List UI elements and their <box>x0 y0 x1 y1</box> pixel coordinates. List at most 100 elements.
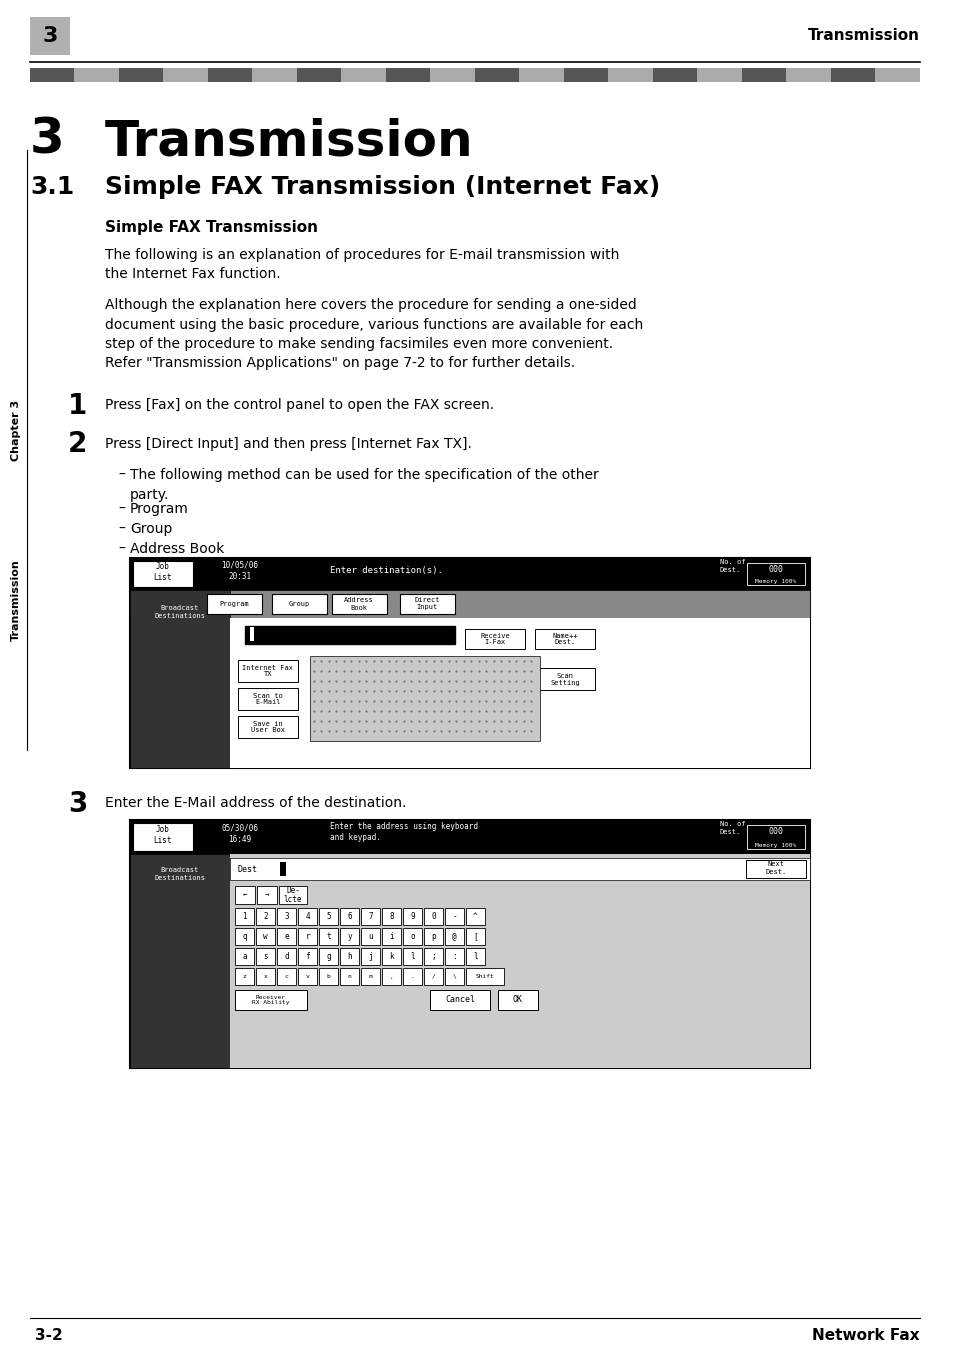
Bar <box>497 990 537 1010</box>
Bar <box>30 68 74 82</box>
Text: Name++
Dest.: Name++ Dest. <box>552 633 578 645</box>
Bar <box>234 990 307 1010</box>
Text: Press [Fax] on the control panel to open the FAX screen.: Press [Fax] on the control panel to open… <box>105 397 494 412</box>
Bar <box>608 68 652 82</box>
Text: z: z <box>242 973 246 979</box>
Text: w: w <box>263 932 268 941</box>
Bar <box>230 618 809 768</box>
Text: Program: Program <box>130 502 189 516</box>
Bar <box>741 68 785 82</box>
Text: 3: 3 <box>68 790 88 818</box>
Text: De-
lcte: De- lcte <box>283 886 302 904</box>
Bar <box>746 825 804 849</box>
Bar <box>785 68 830 82</box>
Bar <box>272 594 327 614</box>
Bar <box>280 863 286 876</box>
Text: OK: OK <box>513 995 522 1005</box>
Text: i: i <box>389 932 394 941</box>
Bar <box>339 948 358 965</box>
Bar <box>360 909 379 925</box>
Text: 0: 0 <box>431 913 436 921</box>
Bar <box>310 656 539 741</box>
Text: Receiver
RX Ability: Receiver RX Ability <box>252 995 290 1006</box>
Bar <box>74 68 119 82</box>
Bar <box>381 927 400 945</box>
Bar <box>132 561 193 587</box>
Text: ,: , <box>389 973 393 979</box>
Text: 05/30/06
16:49: 05/30/06 16:49 <box>221 823 258 844</box>
Text: Internet Fax
TX: Internet Fax TX <box>242 664 294 677</box>
Text: @: @ <box>452 932 456 941</box>
Text: 7: 7 <box>368 913 373 921</box>
Bar <box>163 68 208 82</box>
Bar <box>234 927 253 945</box>
Text: 2: 2 <box>68 430 88 458</box>
Bar <box>423 909 442 925</box>
Bar <box>255 948 274 965</box>
Text: g: g <box>326 952 331 961</box>
Text: Network Fax: Network Fax <box>812 1329 919 1344</box>
Text: Memory 100%: Memory 100% <box>755 580 796 584</box>
Text: p: p <box>431 932 436 941</box>
Bar <box>652 68 697 82</box>
Text: 3: 3 <box>30 115 65 164</box>
Text: ;: ; <box>431 952 436 961</box>
Bar <box>360 968 379 986</box>
Bar <box>746 562 804 585</box>
Bar <box>318 968 337 986</box>
Bar <box>230 854 809 1068</box>
Text: o: o <box>410 932 415 941</box>
Bar <box>381 968 400 986</box>
Text: k: k <box>389 952 394 961</box>
Bar <box>745 860 805 877</box>
Text: u: u <box>368 932 373 941</box>
Bar <box>360 927 379 945</box>
Bar <box>465 948 484 965</box>
Text: ^: ^ <box>473 913 477 921</box>
Text: Scan to
E-Mail: Scan to E-Mail <box>253 692 283 706</box>
Text: Job
List: Job List <box>153 825 172 845</box>
Bar <box>276 909 295 925</box>
Bar <box>297 927 316 945</box>
Text: 6: 6 <box>347 913 352 921</box>
Text: 2: 2 <box>263 913 268 921</box>
Bar <box>465 927 484 945</box>
Bar <box>130 558 809 768</box>
Bar <box>234 886 254 904</box>
Text: Broadcast
Destinations: Broadcast Destinations <box>154 867 205 880</box>
Bar <box>130 589 230 768</box>
Bar <box>256 886 276 904</box>
Bar <box>276 948 295 965</box>
Bar <box>245 626 455 644</box>
Text: Direct
Input: Direct Input <box>414 598 439 611</box>
Bar <box>255 968 274 986</box>
Bar <box>276 968 295 986</box>
Text: m: m <box>368 973 372 979</box>
Text: Simple FAX Transmission: Simple FAX Transmission <box>105 220 317 235</box>
Bar <box>444 968 463 986</box>
Bar <box>339 909 358 925</box>
Bar <box>234 909 253 925</box>
Text: Transmission: Transmission <box>807 28 919 43</box>
Text: Dest: Dest <box>237 864 257 873</box>
Bar <box>830 68 875 82</box>
Text: 1: 1 <box>68 392 87 420</box>
Text: e: e <box>284 932 289 941</box>
Bar <box>465 968 503 986</box>
Text: Program: Program <box>219 602 249 607</box>
Text: s: s <box>263 952 268 961</box>
Bar <box>250 627 253 641</box>
Text: No. of
Dest.: No. of Dest. <box>720 821 744 834</box>
Text: 000: 000 <box>768 827 782 837</box>
Bar <box>296 68 341 82</box>
Text: 3-2: 3-2 <box>35 1329 63 1344</box>
Bar <box>132 823 193 850</box>
Bar <box>237 717 297 738</box>
Bar <box>465 909 484 925</box>
Bar <box>444 948 463 965</box>
Text: →: → <box>264 891 269 899</box>
Text: a: a <box>242 952 247 961</box>
Text: t: t <box>326 932 331 941</box>
Text: The following is an explanation of procedures for E-mail transmission with
the I: The following is an explanation of proce… <box>105 247 618 281</box>
Bar <box>318 909 337 925</box>
